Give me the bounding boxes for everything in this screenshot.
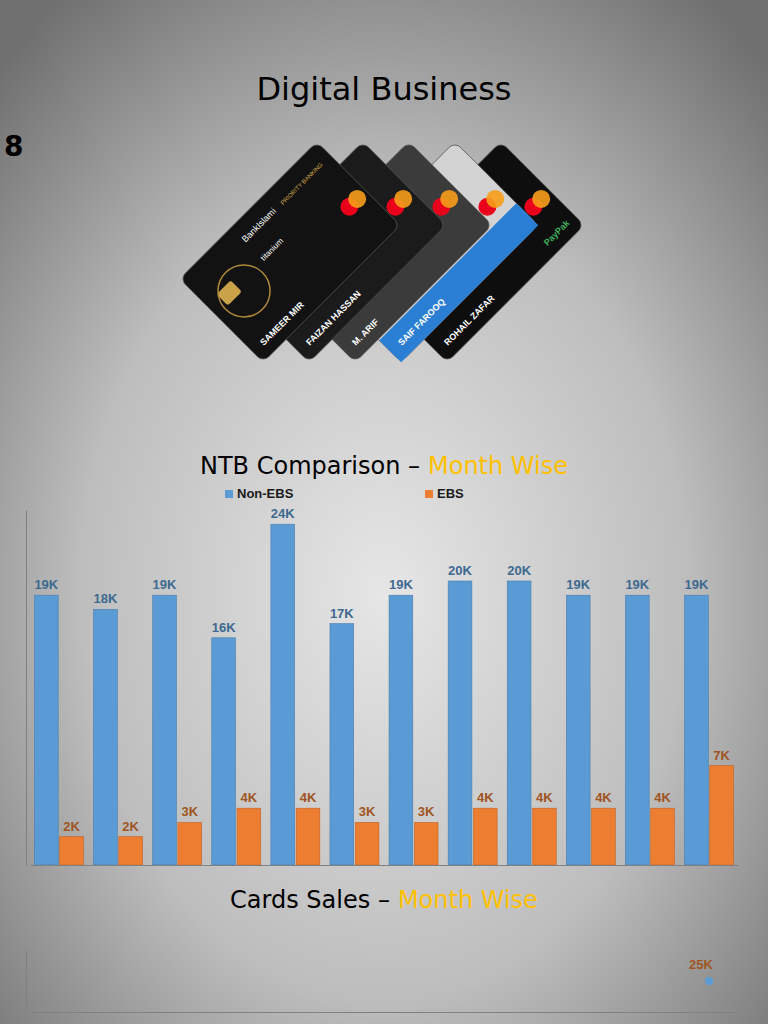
- data-label: 7K: [713, 748, 730, 763]
- card-logo: [528, 186, 553, 211]
- point: [705, 977, 713, 985]
- card-stack: ROHAIL ZAFARPayPakSAIF FAROOQM. ARIFFAIZ…: [180, 142, 585, 363]
- x-axis-line: [31, 1012, 739, 1013]
- background: [0, 0, 768, 1024]
- bar: [448, 581, 472, 865]
- chart-title: Cards Sales – Month Wise: [230, 886, 538, 914]
- card-pattern: [207, 254, 281, 328]
- bar: [296, 808, 320, 865]
- data-label: 19K: [625, 577, 649, 592]
- page-canvas: 8 Digital Business ROHAIL ZAFARPayPakSAIF …: [0, 0, 768, 1024]
- y-axis: [26, 951, 27, 1013]
- bar: [625, 595, 649, 865]
- card-logo: [390, 186, 415, 211]
- data-label: 20K: [448, 563, 472, 578]
- legend-item: Non-EBS: [225, 486, 294, 501]
- bar: [651, 808, 675, 865]
- data-label: 2K: [122, 819, 139, 834]
- data-label: 20K: [507, 563, 531, 578]
- data-label: 19K: [389, 577, 413, 592]
- bar: [94, 609, 118, 865]
- plot-marks: [34, 524, 733, 865]
- bar: [507, 581, 531, 865]
- bar: [212, 638, 236, 865]
- data-label: 4K: [300, 790, 317, 805]
- y-axis-line: [26, 511, 27, 866]
- data-label: 19K: [153, 577, 177, 592]
- data-label: 4K: [595, 790, 612, 805]
- legend-swatch: [425, 490, 433, 498]
- data-label: 4K: [241, 790, 258, 805]
- legend-label: Non-EBS: [237, 486, 294, 501]
- data-label: 19K: [566, 577, 590, 592]
- bar: [592, 808, 616, 865]
- data-label: 16K: [212, 620, 236, 635]
- x-axis: [31, 865, 739, 866]
- bar: [34, 595, 58, 865]
- card-logo: [344, 186, 369, 211]
- data-label: 3K: [418, 804, 435, 819]
- bar: [355, 822, 379, 865]
- chart-subtitle: Month Wise: [428, 452, 568, 480]
- card-label: BankIslami: [240, 206, 278, 244]
- bar: [414, 822, 438, 865]
- card-label: PayPak: [542, 217, 572, 247]
- card-logo: [482, 186, 507, 211]
- chart-subtitle: Month Wise: [398, 886, 538, 914]
- chart-title: NTB Comparison – Month Wise: [200, 452, 568, 480]
- card-label: titanium: [259, 236, 285, 262]
- data-label: 4K: [536, 790, 553, 805]
- bar: [389, 595, 413, 865]
- card-holder: SAMEER MIR: [258, 299, 306, 347]
- y-axis-line: [26, 951, 27, 1013]
- data-label: 18K: [94, 591, 118, 606]
- data-label: 17K: [330, 606, 354, 621]
- bar: [685, 595, 709, 865]
- legend-label: EBS: [437, 486, 464, 501]
- bar: [710, 766, 734, 865]
- bar: [566, 595, 590, 865]
- data-label: 19K: [34, 577, 58, 592]
- bar: [473, 808, 497, 865]
- data-label: 3K: [359, 804, 376, 819]
- bar: [330, 624, 354, 865]
- card-label: PRIORITY BANKING: [279, 161, 324, 206]
- page-number: 8: [4, 130, 23, 163]
- bar: [271, 524, 295, 865]
- bar: [533, 808, 557, 865]
- bar: [119, 837, 143, 865]
- x-axis: [31, 1012, 739, 1013]
- data-label: 19K: [684, 577, 708, 592]
- chart-title-main: NTB Comparison –: [200, 452, 420, 480]
- page-title: Digital Business: [256, 70, 511, 108]
- bar: [60, 837, 84, 865]
- data-label: 2K: [63, 819, 80, 834]
- legend-swatch: [225, 490, 233, 498]
- data-label: 24K: [271, 506, 295, 521]
- bar: [237, 808, 261, 865]
- y-axis: [26, 511, 27, 866]
- plot-marks: [705, 977, 713, 985]
- legend-item: EBS: [425, 486, 464, 501]
- chart-title-main: Cards Sales –: [230, 886, 390, 914]
- card-holder: M. ARIF: [350, 317, 381, 348]
- x-axis-line: [31, 865, 739, 866]
- bar: [178, 822, 202, 865]
- data-label: 25K: [689, 957, 713, 972]
- bar: [153, 595, 177, 865]
- card: SAMEER MIR BankIslamiPRIORITY BANKING tita…: [180, 142, 401, 363]
- data-label: 3K: [181, 804, 198, 819]
- card-logo: [436, 186, 461, 211]
- card-body: [180, 142, 401, 363]
- data-label: 4K: [654, 790, 671, 805]
- data-label: 4K: [477, 790, 494, 805]
